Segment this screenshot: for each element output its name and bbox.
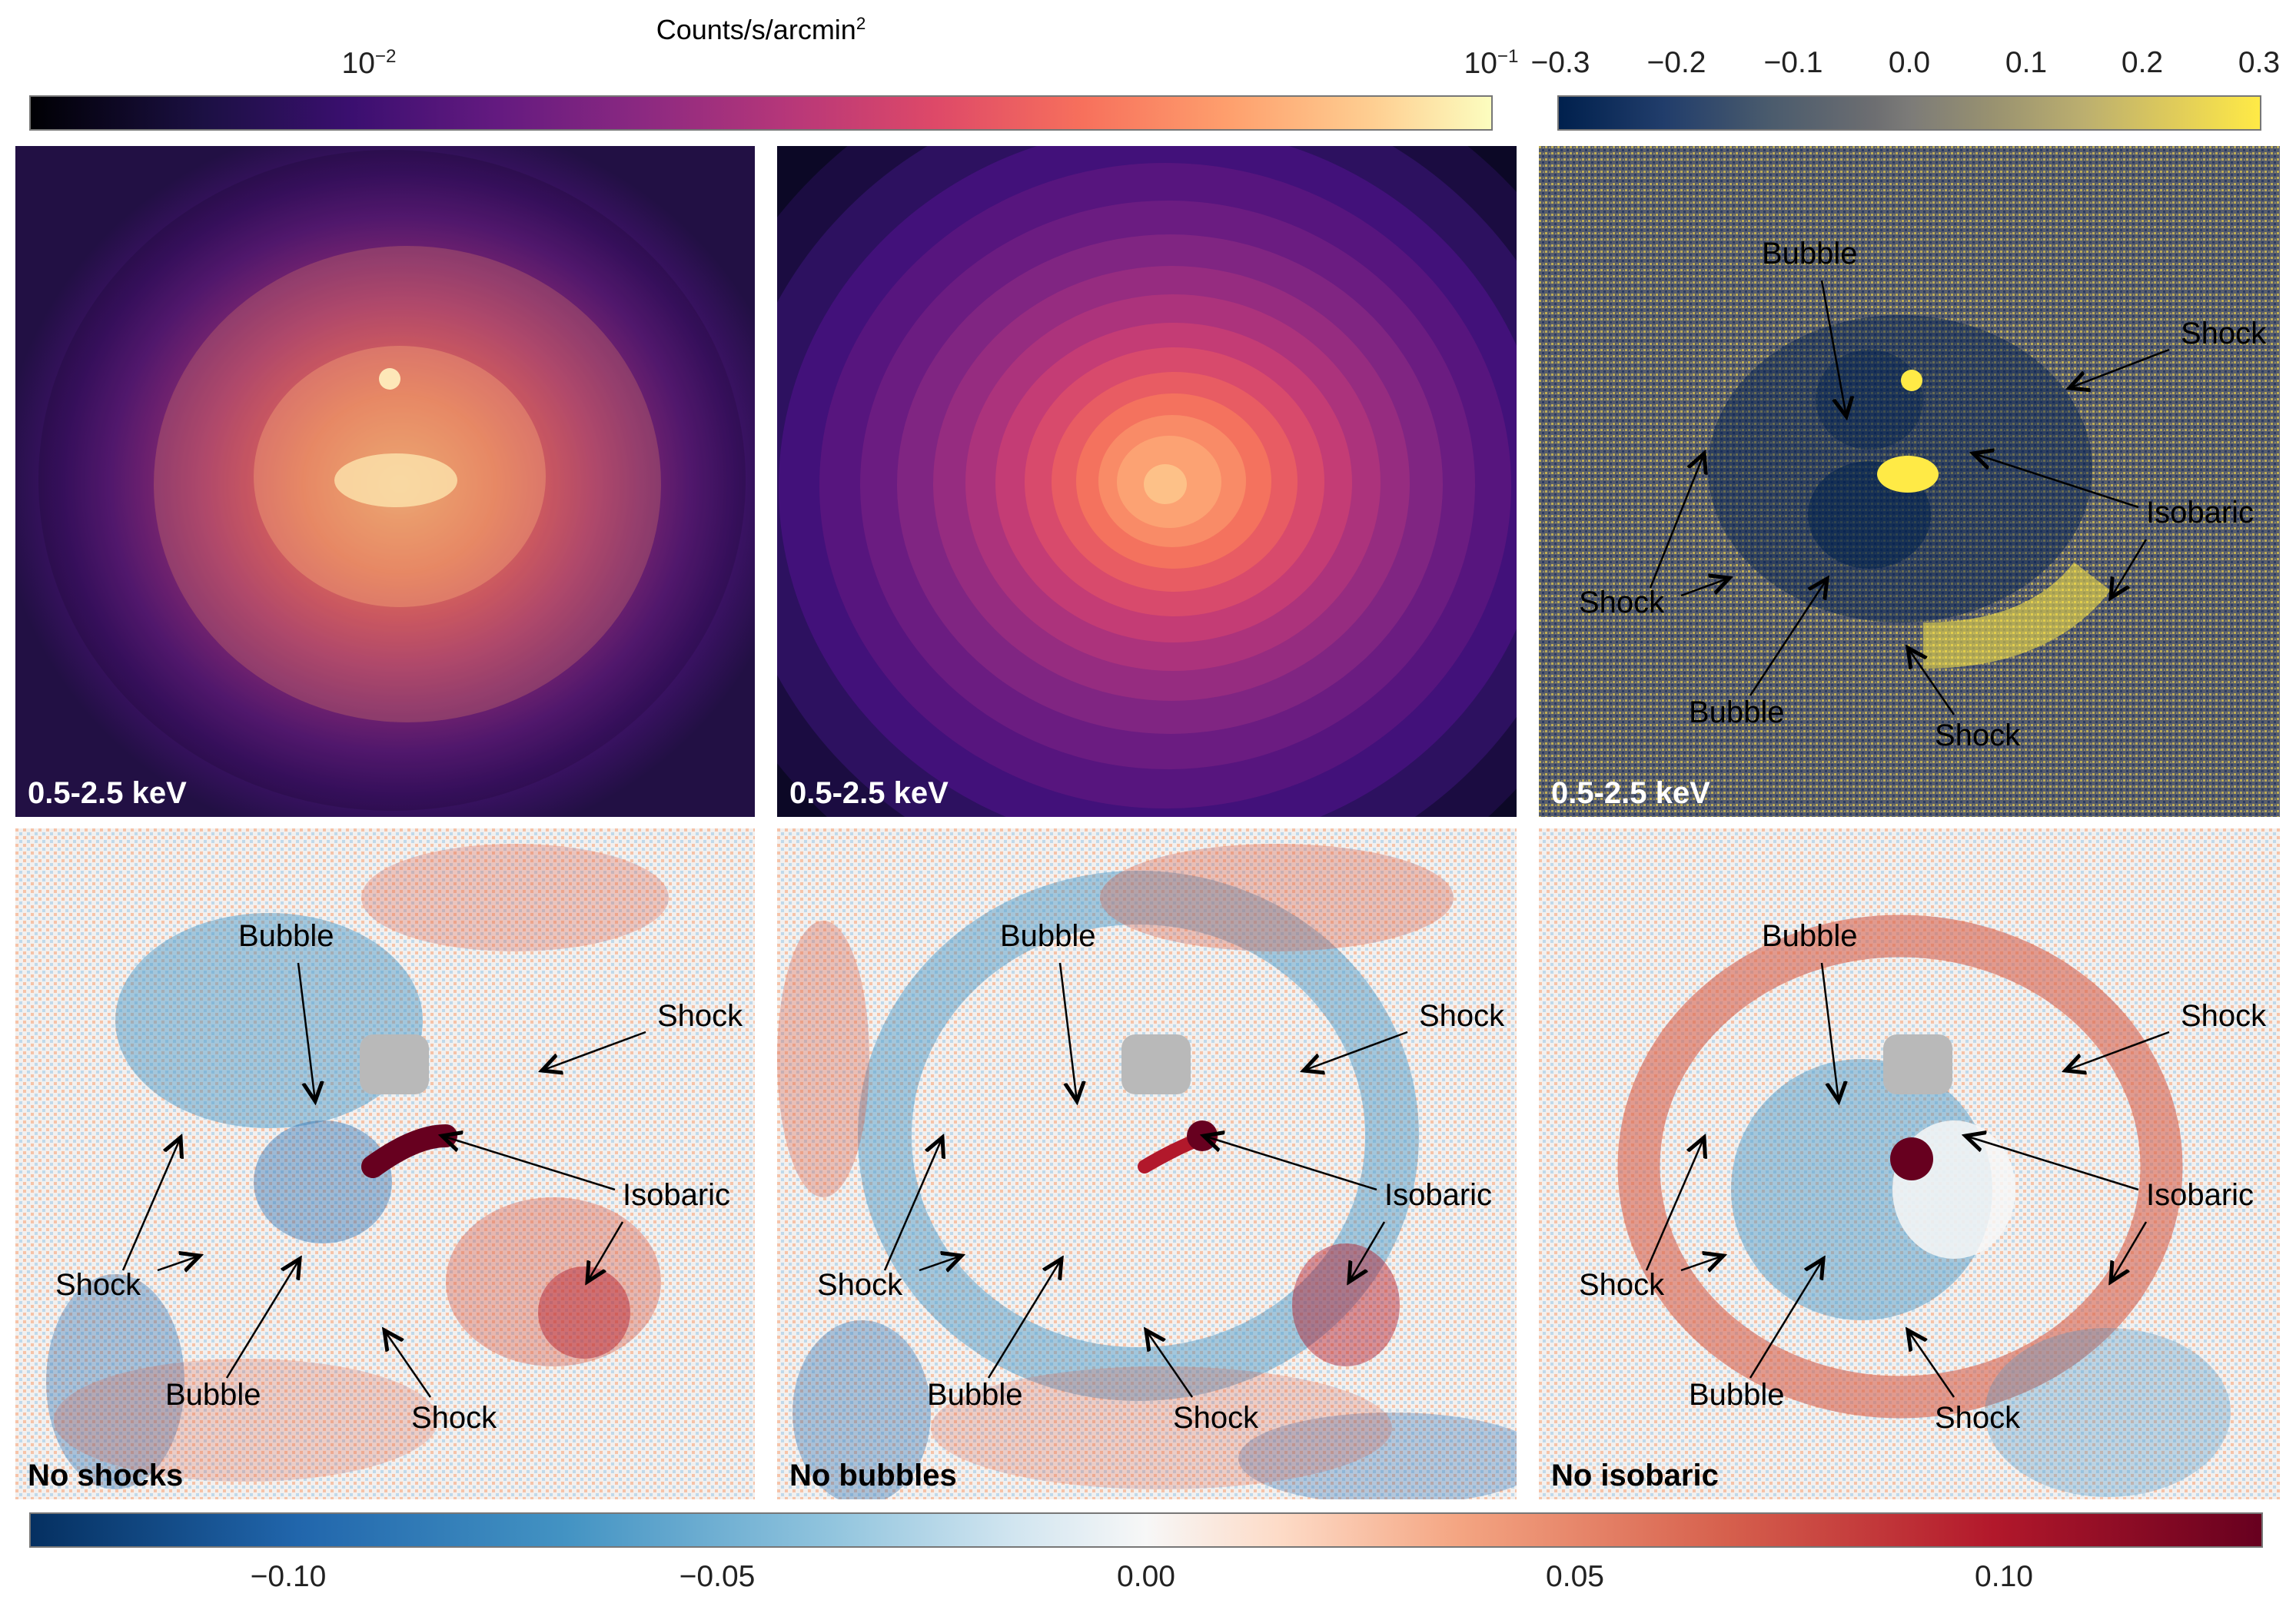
panel-no-shocks: No shocks Bubble Shock Isobaric Shock Bu… (15, 828, 755, 1499)
annotation-arrows (883, 962, 1408, 1398)
tick-base: 10 (1464, 47, 1497, 80)
panel-label: No bubbles (789, 1459, 957, 1492)
residual-features (1539, 146, 2280, 817)
rdbu-tick-010: 0.10 (1975, 1560, 2033, 1593)
cividis-tick-01: 0.1 (2005, 46, 2048, 79)
annotation-arrows (121, 962, 646, 1398)
panel-label: 0.5-2.5 keV (28, 776, 187, 810)
annotation-bubble-bottom: Bubble (1689, 695, 1785, 729)
annotation-bubble-bottom: Bubble (165, 1378, 261, 1412)
panel-label: 0.5-2.5 keV (789, 776, 949, 810)
rdbu-tick-0: 0.00 (1117, 1560, 1175, 1593)
tick-exp: −1 (1497, 46, 1519, 67)
annotation-bubble-top: Bubble (1762, 237, 1858, 271)
observed-image-features (38, 150, 746, 811)
rdbu-colorbar (29, 1512, 2263, 1548)
rdbu-tick-005: 0.05 (1546, 1560, 1604, 1593)
annotation-bubble-top: Bubble (1000, 919, 1096, 953)
colorbar-title: Counts/s/arcmin2 (656, 14, 866, 46)
annotation-shock-right: Shock (2181, 999, 2267, 1033)
annotation-shock-left: Shock (817, 1268, 903, 1302)
colorbar-tick-1e-2: 10−2 (342, 46, 397, 81)
magma-colorbar (29, 95, 1493, 131)
annotation-bubble-top: Bubble (1762, 919, 1858, 953)
annotation-shock-bottom: Shock (1935, 1401, 2021, 1435)
annotation-shock-right: Shock (657, 999, 743, 1033)
colorbar-tick-1e-1: 10−1 (1464, 46, 1519, 81)
rdbu-tick-m010: −0.10 (250, 1560, 327, 1593)
cividis-tick-0: 0.0 (1888, 46, 1931, 79)
panel-label: No shocks (28, 1459, 184, 1492)
cividis-colorbar (1557, 95, 2261, 131)
panel-observed-image: 0.5-2.5 keV (15, 146, 755, 817)
model-contour-rings (777, 146, 1517, 817)
panel-model-image: 0.5-2.5 keV (777, 146, 1517, 817)
annotation-shock-bottom: Shock (1173, 1401, 1259, 1435)
cividis-tick-03: 0.3 (2238, 46, 2281, 79)
colorbar-title-text: Counts/s/arcmin (656, 14, 856, 45)
cividis-tick-m03: −0.3 (1530, 46, 1590, 79)
annotation-shock-left: Shock (1579, 586, 1665, 619)
annotation-isobaric: Isobaric (623, 1178, 731, 1212)
annotation-isobaric: Isobaric (2146, 1178, 2254, 1212)
no-bubbles-residual (777, 828, 1517, 1499)
annotation-shock-right: Shock (1419, 999, 1505, 1033)
annotation-isobaric: Isobaric (1384, 1178, 1493, 1212)
annotation-bubble-bottom: Bubble (1689, 1378, 1785, 1412)
panel-no-bubbles: No bubbles Bubble Shock Isobaric Shock B… (777, 828, 1517, 1499)
annotation-bubble-bottom: Bubble (927, 1378, 1023, 1412)
annotation-isobaric: Isobaric (2146, 496, 2254, 529)
annotation-shock-right: Shock (2181, 317, 2267, 350)
annotation-shock-left: Shock (1579, 1268, 1665, 1302)
colorbar-title-sup: 2 (856, 14, 866, 33)
panel-residual-cividis: 0.5-2.5 keV Bubble Shock Isobaric Shock … (1539, 146, 2280, 817)
no-isobaric-residual (1539, 828, 2280, 1499)
annotation-shock-bottom: Shock (411, 1401, 497, 1435)
panel-label: No isobaric (1551, 1459, 1719, 1492)
cividis-tick-m01: −0.1 (1763, 46, 1823, 79)
cividis-tick-m02: −0.2 (1646, 46, 1706, 79)
tick-exp: −2 (374, 46, 397, 67)
no-shocks-residual (15, 828, 755, 1499)
annotation-bubble-top: Bubble (238, 919, 334, 953)
annotation-shock-bottom: Shock (1935, 719, 2021, 752)
annotation-arrows (1645, 962, 2170, 1398)
rdbu-tick-m005: −0.05 (679, 1560, 756, 1593)
cividis-tick-02: 0.2 (2121, 46, 2164, 79)
tick-base: 10 (341, 47, 375, 80)
panel-no-isobaric: No isobaric Bubble Shock Isobaric Shock … (1539, 828, 2280, 1499)
annotation-shock-left: Shock (55, 1268, 141, 1302)
annotation-arrows (1649, 280, 2170, 715)
panel-label: 0.5-2.5 keV (1551, 776, 1710, 810)
